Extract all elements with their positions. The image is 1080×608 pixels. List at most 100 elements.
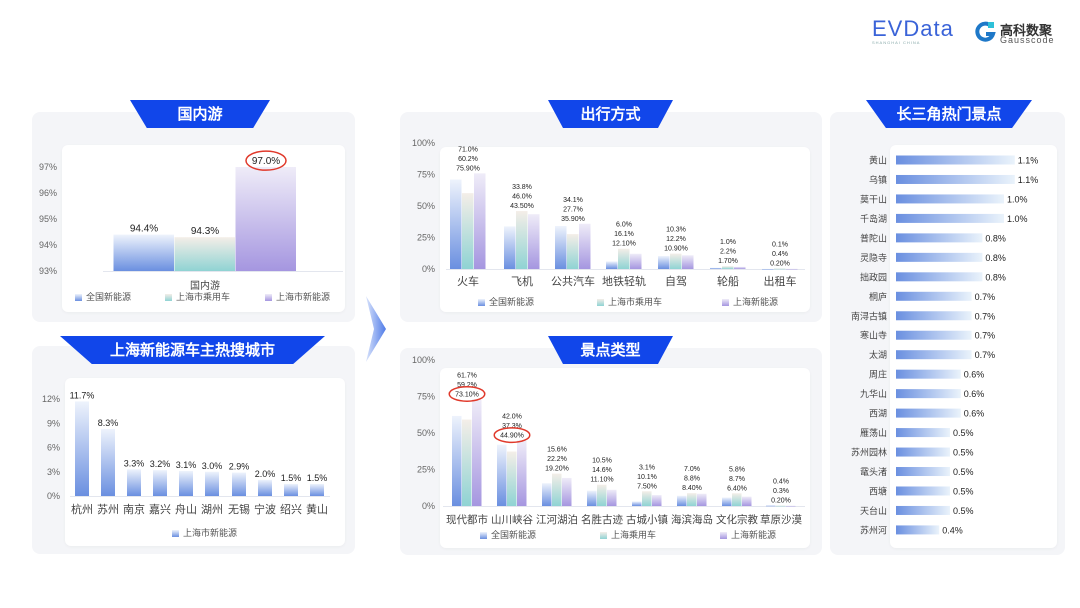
data-label: 2.2% <box>720 249 736 256</box>
data-label: 0.7% <box>975 331 996 341</box>
y-tick-label: 太湖 <box>869 349 887 360</box>
y-tick-label: 6% <box>47 443 60 453</box>
y-tick-label: 苏州河 <box>860 524 887 535</box>
x-tick-label: 嘉兴 <box>149 502 171 516</box>
data-label: 0.5% <box>953 506 974 516</box>
legend-label: 上海乘用车 <box>611 529 656 540</box>
data-label: 71.0% <box>458 146 478 153</box>
data-label: 5.8% <box>729 466 745 473</box>
domestic-card <box>62 145 345 312</box>
data-label: 0.20% <box>770 260 790 267</box>
x-tick-label: 现代都市 <box>446 513 488 526</box>
data-label: 0.20% <box>771 497 791 504</box>
data-label: 27.7% <box>563 206 583 213</box>
gausscode-logo-icon <box>975 21 996 42</box>
legend-label: 全国新能源 <box>489 296 534 307</box>
data-label: 1.0% <box>1007 214 1028 224</box>
data-label: 19.20% <box>545 466 569 473</box>
bar <box>710 267 722 269</box>
x-tick-label: 公共汽车 <box>551 274 595 288</box>
bar <box>896 389 961 399</box>
highlight-ellipse <box>448 385 486 402</box>
bar <box>597 484 607 506</box>
x-tick-label: 国内游 <box>190 279 220 292</box>
data-label: 0.5% <box>953 448 974 458</box>
x-tick-label: 文化宗教 <box>716 513 758 526</box>
bar <box>474 173 486 269</box>
y-tick-label: 黄山 <box>869 155 887 166</box>
scenic-type-title: 景点类型 <box>548 336 673 364</box>
x-tick-label: 出租车 <box>764 274 797 288</box>
legend-swatch <box>600 532 607 539</box>
x-tick-label: 绍兴 <box>280 502 302 516</box>
x-tick-label: 飞机 <box>511 274 533 288</box>
legend-label: 全国新能源 <box>491 529 536 540</box>
bar <box>722 497 732 506</box>
bar <box>552 473 562 506</box>
bar <box>632 501 642 506</box>
bar <box>452 415 462 506</box>
data-label: 44.90% <box>500 432 524 439</box>
bar <box>896 428 950 438</box>
bar <box>734 266 746 269</box>
x-tick-label: 南京 <box>123 502 145 516</box>
y-tick-label: 96% <box>39 188 57 198</box>
bar <box>153 470 167 496</box>
legend-label: 上海市新能源 <box>183 527 237 538</box>
bar <box>896 467 950 477</box>
transport-title: 出行方式 <box>548 100 673 128</box>
data-label: 0.7% <box>975 311 996 321</box>
bar <box>722 266 734 269</box>
y-tick-label: 95% <box>39 214 57 224</box>
x-tick-label: 湖州 <box>201 503 223 516</box>
data-label: 6.0% <box>616 222 632 229</box>
y-tick-label: 0% <box>422 264 435 274</box>
data-label: 8.7% <box>729 476 745 483</box>
bar <box>235 167 296 271</box>
bar <box>504 226 516 269</box>
data-label: 1.1% <box>1018 175 1039 185</box>
data-label: 1.1% <box>1018 156 1039 166</box>
legend-label: 上海市新能源 <box>276 291 330 302</box>
y-tick-label: 75% <box>417 392 435 402</box>
x-tick-label: 江河湖泊 <box>536 514 578 526</box>
y-tick-label: 寒山寺 <box>860 330 887 341</box>
data-label: 46.0% <box>512 194 532 201</box>
y-tick-label: 鼋头渚 <box>860 467 887 477</box>
x-tick-label: 名胜古迹 <box>581 513 623 526</box>
highlight-ellipse <box>493 427 531 444</box>
bar <box>101 428 115 496</box>
y-tick-label: 9% <box>47 418 60 428</box>
bar <box>528 214 540 269</box>
y-tick-label: 乌镇 <box>869 174 887 185</box>
bar <box>896 291 972 301</box>
data-label: 0.6% <box>964 409 985 419</box>
bar <box>896 233 983 243</box>
bar <box>732 493 742 506</box>
bar <box>179 470 193 496</box>
y-tick-label: 灵隐寺 <box>860 252 887 263</box>
bar <box>652 495 662 506</box>
y-tick-label: 93% <box>39 266 57 276</box>
data-label: 42.0% <box>502 413 522 420</box>
bar <box>697 493 707 506</box>
data-label: 2.0% <box>255 469 276 479</box>
data-label: 94.4% <box>130 224 158 235</box>
data-label: 1.70% <box>718 258 738 265</box>
legend-label: 全国新能源 <box>86 291 131 302</box>
y-tick-label: 25% <box>417 465 435 475</box>
bar <box>896 174 1015 184</box>
y-tick-label: 97% <box>39 162 57 172</box>
x-tick-label: 草原沙漠 <box>760 514 802 526</box>
data-label: 0.8% <box>985 272 1006 282</box>
legend-swatch <box>720 532 727 539</box>
bar <box>579 223 591 269</box>
data-label: 0.5% <box>953 486 974 496</box>
bar <box>127 469 141 496</box>
legend-label: 上海新能源 <box>731 529 776 540</box>
bar <box>677 495 687 506</box>
data-label: 1.0% <box>720 239 736 246</box>
data-label: 0.8% <box>985 253 1006 263</box>
evdata-logo-text: EVData <box>872 16 954 41</box>
data-label: 0.7% <box>975 350 996 360</box>
